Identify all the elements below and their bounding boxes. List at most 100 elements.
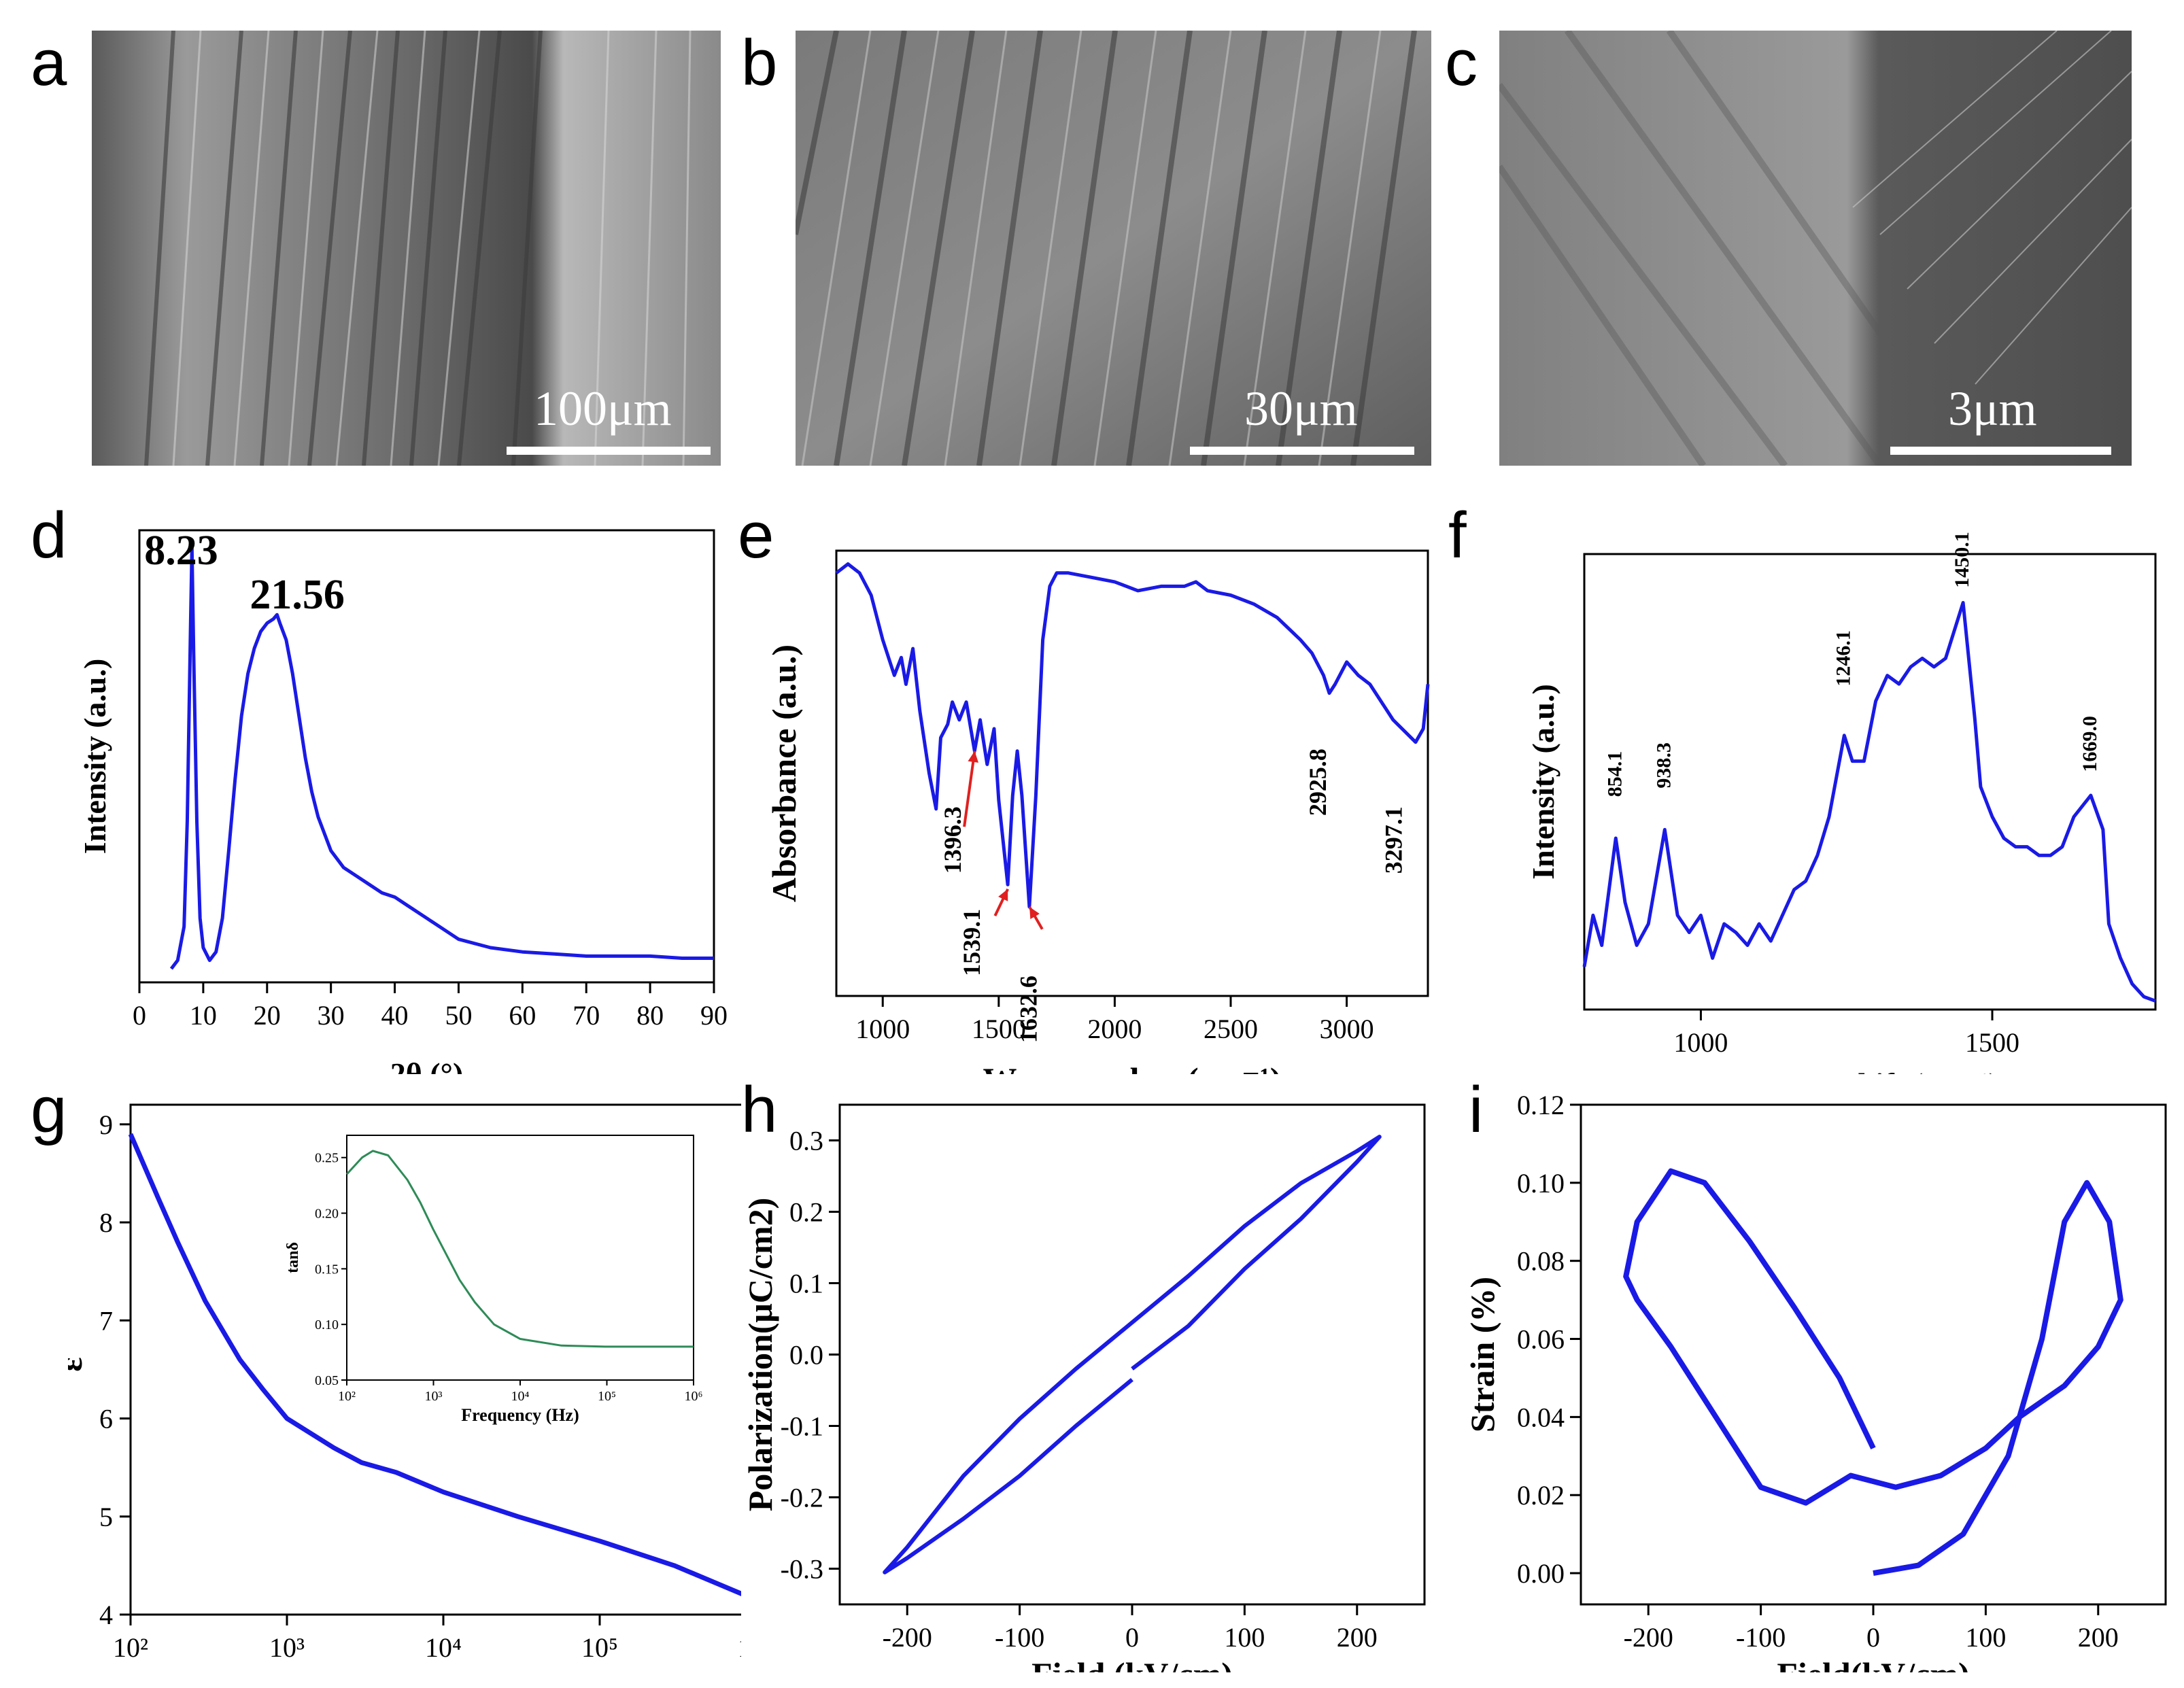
peak-label: 938.3 xyxy=(1653,742,1675,789)
x-tick-label: 100 xyxy=(1224,1622,1265,1653)
panel-a: a 100μm xyxy=(0,0,721,476)
panel-label-h: h xyxy=(741,1073,778,1146)
chart-ftir: 1000 1500 2000 2500 3000 1396.3 1539.1 1632.6 29… xyxy=(765,549,1430,1074)
panel-c: c 3μm xyxy=(1435,0,2183,476)
plot-frame xyxy=(835,549,1429,997)
y-tick-label: 0.08 xyxy=(1517,1246,1565,1277)
panel-label-i: i xyxy=(1469,1073,1484,1146)
peak-label: 1669.0 xyxy=(2079,716,2101,772)
panel-label: b xyxy=(741,27,778,99)
y-tick-label: 0.1 xyxy=(789,1269,823,1299)
inset-y-axis-title: tanδ xyxy=(284,1242,302,1273)
x-tick-label: 1000 xyxy=(855,1014,910,1044)
scale-bar xyxy=(507,447,711,455)
x-tick-label: 40 xyxy=(381,1000,409,1031)
panel-label: a xyxy=(31,27,67,99)
x-tick-label: 90 xyxy=(700,1000,728,1031)
panel-label-f: f xyxy=(1448,499,1467,572)
sem-image: 30μm xyxy=(796,31,1431,466)
x-tick-label: 2000 xyxy=(1087,1014,1142,1044)
x-axis-title: Raman shift (cm⁻¹) xyxy=(1741,1067,1999,1074)
panel-label: c xyxy=(1445,27,1478,99)
x-tick-label: 10⁴ xyxy=(425,1632,462,1663)
x-tick-label: -100 xyxy=(995,1622,1044,1653)
sem-texture xyxy=(92,31,721,466)
x-tick-label: 1000 xyxy=(1673,1027,1728,1058)
plot-frame xyxy=(1580,1103,2167,1606)
arrow-head xyxy=(998,889,1008,901)
y-axis-title: Polarization(μC/cm2) xyxy=(741,1198,779,1512)
y-tick-label: 7 xyxy=(99,1305,113,1336)
inset-frame xyxy=(346,1135,694,1381)
y-tick-label: 9 xyxy=(99,1109,113,1140)
x-tick-label: 10² xyxy=(113,1632,148,1663)
chart-raman: 1000 1500 854.1 938.3 1246.1 1450.1 1669.0 Rama… xyxy=(1526,532,2157,1074)
x-tick-label: 3000 xyxy=(1320,1014,1374,1044)
x-tick-label: 20 xyxy=(254,1000,281,1031)
scale-bar xyxy=(1890,447,2111,455)
panel-label-e: e xyxy=(738,499,774,572)
peak-label: 1450.1 xyxy=(1951,532,1973,588)
arrow-head xyxy=(1029,907,1040,919)
inset-x-tick-label: 10⁴ xyxy=(511,1389,530,1404)
y-axis-title: ε′ xyxy=(68,1347,89,1371)
x-axis-title: Field (kV/cm) xyxy=(1031,1655,1233,1672)
y-tick-label: 8 xyxy=(99,1207,113,1238)
inset-y-tick-label: 0.15 xyxy=(315,1262,339,1277)
y-tick-label: 6 xyxy=(99,1404,113,1434)
x-axis-title: Wavenumber (cm⁻¹) xyxy=(983,1061,1281,1074)
inset-x-tick-label: 10³ xyxy=(425,1389,443,1404)
inset-x-axis-title: Frequency (Hz) xyxy=(461,1405,579,1425)
y-tick-label: -0.3 xyxy=(781,1554,823,1585)
inset-x-tick-label: 10² xyxy=(338,1389,356,1404)
chart-xrd: 0 10 20 30 40 50 60 70 80 90 8.23 21.56 2θ (°) Intens… xyxy=(78,528,728,1074)
scale-bar xyxy=(1190,447,1414,455)
inset-y-tick-label: 0.10 xyxy=(315,1317,339,1332)
ftir-line xyxy=(835,562,1430,909)
scale-label: 3μm xyxy=(1948,381,2037,436)
x-tick-label: 0 xyxy=(1125,1622,1139,1653)
inset-y-tick-label: 0.20 xyxy=(315,1207,339,1222)
y-axis-title: Strain (%) xyxy=(1463,1277,1501,1432)
peak-label: 3297.1 xyxy=(1380,806,1407,874)
x-tick-label: 10⁵ xyxy=(581,1632,618,1663)
panel-b: b 30μm xyxy=(728,0,1448,476)
x-tick-label: 10 xyxy=(190,1000,217,1031)
peak-label: 854.1 xyxy=(1603,751,1626,797)
peak-arrow xyxy=(963,751,976,827)
y-tick-label: -0.1 xyxy=(781,1411,823,1442)
tan-delta-line xyxy=(345,1150,694,1348)
peak-label: 8.23 xyxy=(144,528,218,574)
xrd-line xyxy=(169,545,714,970)
x-tick-label: 2500 xyxy=(1204,1014,1258,1044)
x-tick-label: 100 xyxy=(1965,1622,2006,1653)
permittivity-line xyxy=(128,1133,741,1596)
x-tick-label: 200 xyxy=(1337,1622,1378,1653)
plot-frame xyxy=(138,529,715,984)
chart-polarization: -200 -100 0 100 200 -0.3 -0.2 -0.1 0.0 0.1 0.2 0.3 F… xyxy=(741,1103,1426,1672)
x-tick-label: 1500 xyxy=(1965,1027,2019,1058)
scale-label: 100μm xyxy=(534,381,672,436)
y-tick-label: 5 xyxy=(99,1502,113,1532)
y-tick-label: -0.2 xyxy=(781,1483,823,1513)
y-axis-title: Absorbance (a.u.) xyxy=(765,644,803,902)
sem-texture xyxy=(796,31,1431,466)
x-tick-label: 0 xyxy=(133,1000,146,1031)
x-tick-label: 10³ xyxy=(269,1632,305,1663)
x-tick-label: -200 xyxy=(883,1622,932,1653)
panel-label-d: d xyxy=(31,499,67,572)
y-tick-label: 0.02 xyxy=(1517,1480,1565,1511)
y-tick-label: 0.00 xyxy=(1517,1558,1565,1589)
y-tick-label: 4 xyxy=(99,1600,113,1630)
peak-label: 1632.6 xyxy=(1014,976,1042,1043)
peak-label: 1539.1 xyxy=(958,909,985,976)
x-axis-title: 2θ (°) xyxy=(390,1056,464,1074)
inset-y-tick-label: 0.05 xyxy=(315,1373,339,1388)
strain-loop xyxy=(1623,1168,2123,1577)
x-tick-label: 10⁶ xyxy=(738,1632,741,1663)
y-tick-label: 0.0 xyxy=(789,1340,823,1371)
sem-image: 3μm xyxy=(1499,31,2132,466)
x-tick-label: -200 xyxy=(1624,1622,1673,1653)
x-tick-label: 80 xyxy=(636,1000,664,1031)
arrow-head xyxy=(968,751,978,763)
